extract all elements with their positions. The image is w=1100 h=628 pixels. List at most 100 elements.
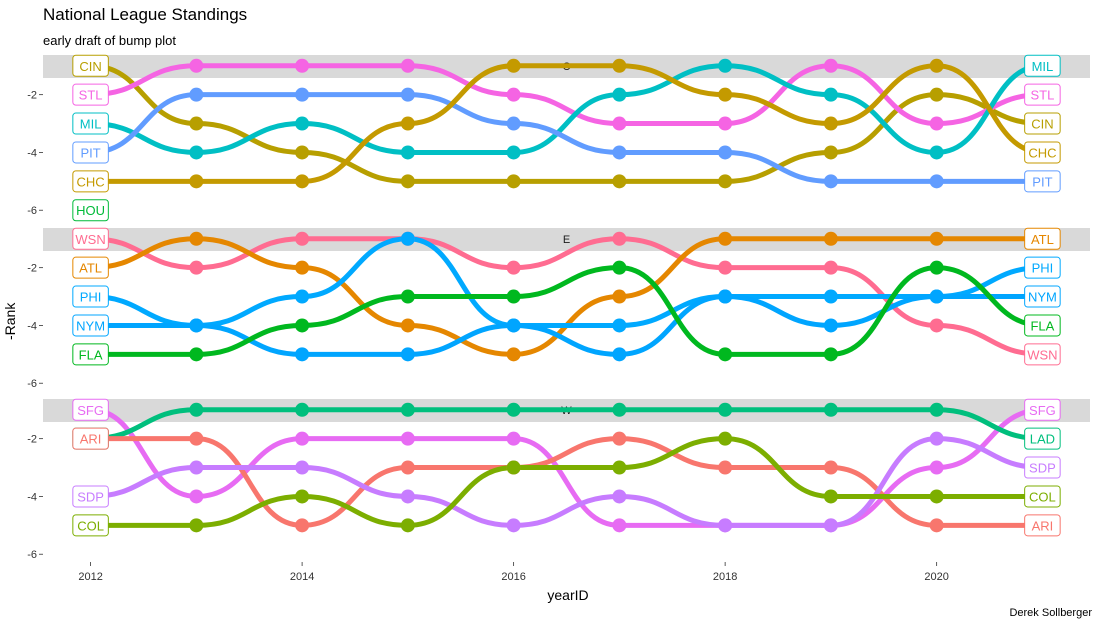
- point-ARI: [612, 431, 627, 446]
- point-FLA: [718, 347, 733, 362]
- label-text: ATL: [79, 261, 102, 276]
- series-line-PHI: [88, 236, 1045, 328]
- label-box: [72, 170, 109, 193]
- point-PIT: [823, 174, 838, 189]
- point-FLA: [823, 347, 838, 362]
- label-text: SDP: [77, 489, 104, 504]
- label-text: PHI: [80, 290, 102, 305]
- point-SFG: [506, 431, 521, 446]
- label-text: COL: [77, 518, 104, 533]
- point-CIN: [612, 174, 627, 189]
- start-label-WSN: WSN: [72, 227, 109, 250]
- start-label-SDP: SDP: [72, 485, 109, 508]
- point-ARI: [400, 460, 415, 475]
- point-COL: [929, 489, 944, 504]
- label-box: [1024, 83, 1061, 106]
- point-CHC: [400, 116, 415, 131]
- point-FLA: [189, 347, 204, 362]
- start-label-ATL: ATL: [72, 256, 109, 279]
- label-text: PIT: [80, 145, 100, 160]
- point-PIT: [295, 87, 310, 102]
- point-LAD: [823, 402, 838, 417]
- point-FLA: [612, 260, 627, 275]
- label-text: COL: [1029, 489, 1056, 504]
- label-box: [72, 514, 109, 537]
- point-ATL: [400, 318, 415, 333]
- y-tick-label: -6: [27, 205, 37, 217]
- x-tick-label: 2012: [78, 571, 102, 583]
- point-MIL: [823, 87, 838, 102]
- start-label-FLA: FLA: [72, 343, 109, 366]
- point-MIL: [189, 145, 204, 160]
- label-box: [1024, 314, 1061, 337]
- start-label-PHI: PHI: [72, 285, 109, 308]
- point-COL: [295, 489, 310, 504]
- end-label-PIT: PIT: [1024, 170, 1061, 193]
- point-FLA: [929, 260, 944, 275]
- point-COL: [506, 460, 521, 475]
- y-tick-label: -2: [27, 90, 37, 102]
- point-CHC: [823, 116, 838, 131]
- point-SDP: [506, 518, 521, 533]
- label-text: MIL: [1032, 59, 1054, 74]
- y-tick-label: -6: [27, 378, 37, 390]
- point-WSN: [718, 260, 733, 275]
- start-label-MIL: MIL: [72, 112, 109, 135]
- point-ATL: [929, 231, 944, 246]
- facet-W: W-2-4-6SFGSFGLADLADARIARISDPSDPCOLCOL: [27, 398, 1090, 561]
- end-label-STL: STL: [1024, 83, 1061, 106]
- series-line-PIT: [88, 92, 1045, 184]
- label-box: [72, 54, 109, 77]
- end-label-SFG: SFG: [1024, 398, 1061, 421]
- series-line-SDP: [88, 436, 1045, 528]
- point-NYM: [823, 318, 838, 333]
- point-FLA: [295, 318, 310, 333]
- point-CHC: [506, 58, 521, 73]
- point-CHC: [929, 58, 944, 73]
- point-LAD: [506, 402, 521, 417]
- label-text: NYM: [1028, 290, 1057, 305]
- chart-caption: Derek Sollberger: [1009, 607, 1092, 619]
- point-SDP: [295, 460, 310, 475]
- point-COL: [612, 460, 627, 475]
- label-text: PIT: [1032, 174, 1052, 189]
- y-tick-label: -2: [27, 263, 37, 275]
- label-box: [72, 285, 109, 308]
- point-ATL: [506, 347, 521, 362]
- start-label-SFG: SFG: [72, 398, 109, 421]
- point-ATL: [823, 231, 838, 246]
- x-axis-title: yearID: [547, 587, 589, 603]
- label-box: [1024, 141, 1061, 164]
- point-ARI: [295, 518, 310, 533]
- label-box: [1024, 112, 1061, 135]
- point-NYM: [400, 347, 415, 362]
- point-MIL: [506, 145, 521, 160]
- y-tick-label: -4: [27, 147, 37, 159]
- point-SFG: [929, 460, 944, 475]
- point-STL: [189, 58, 204, 73]
- label-box: [1024, 456, 1061, 479]
- x-tick-label: 2016: [501, 571, 525, 583]
- point-CIN: [823, 145, 838, 160]
- point-ATL: [295, 260, 310, 275]
- label-box: [1024, 227, 1061, 250]
- point-SFG: [400, 431, 415, 446]
- label-text: CHC: [77, 174, 105, 189]
- label-box: [1024, 285, 1061, 308]
- label-text: NYM: [76, 318, 105, 333]
- point-SFG: [189, 489, 204, 504]
- label-box: [72, 343, 109, 366]
- label-text: CIN: [79, 59, 101, 74]
- point-STL: [295, 58, 310, 73]
- point-SFG: [295, 431, 310, 446]
- point-NYM: [718, 289, 733, 304]
- point-STL: [823, 58, 838, 73]
- start-label-HOU: HOU: [72, 199, 109, 222]
- point-CHC: [718, 87, 733, 102]
- point-PHI: [295, 289, 310, 304]
- point-WSN: [929, 318, 944, 333]
- point-COL: [718, 431, 733, 446]
- label-text: PHI: [1032, 261, 1054, 276]
- point-COL: [189, 518, 204, 533]
